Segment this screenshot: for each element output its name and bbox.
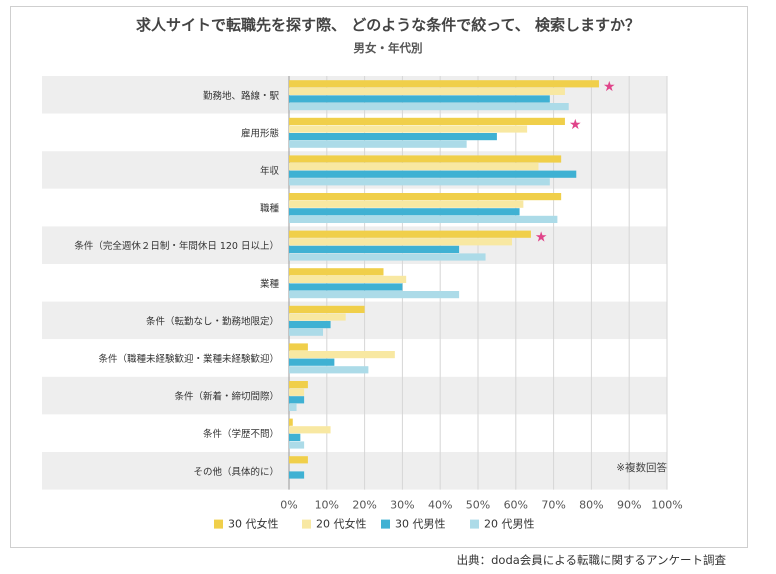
- row-band: [42, 376, 667, 415]
- bar: [289, 343, 308, 351]
- bar: [289, 366, 369, 374]
- source-note: 出典：doda会員による転職に関するアンケート調査: [456, 553, 726, 567]
- category-label: 雇用形態: [241, 127, 279, 139]
- bar: [289, 328, 324, 336]
- category-label: 条件（転勤なし・勤務地限定）: [146, 315, 279, 327]
- bar: [289, 305, 365, 313]
- bar: [289, 471, 305, 479]
- bar: [289, 80, 599, 88]
- chart-title: 求人サイトで転職先を探す際、 どのような条件で絞って、 検索しますか？: [136, 16, 640, 34]
- category-label: 職種: [260, 204, 280, 215]
- bar: [289, 200, 524, 208]
- bar: [289, 95, 550, 103]
- category-label: 条件（新着・締切間際）: [174, 391, 279, 403]
- star-icon: ★: [603, 79, 616, 95]
- category-label: 業種: [260, 278, 280, 290]
- bar: [289, 418, 293, 426]
- bar: [289, 291, 460, 299]
- bar: [289, 456, 308, 464]
- legend-label: 20 代女性: [316, 517, 367, 531]
- x-tick-label: 100%: [651, 499, 682, 512]
- legend-label: 30 代男性: [395, 517, 446, 531]
- bar: [289, 433, 301, 441]
- bar: [289, 313, 346, 321]
- bar: [289, 245, 460, 253]
- chart-subtitle: 男女・年代別: [353, 41, 423, 55]
- star-icon: ★: [569, 117, 582, 133]
- bar: [289, 321, 331, 329]
- x-tick-label: 80%: [579, 499, 603, 512]
- x-tick-label: 50%: [466, 499, 490, 512]
- bar: [289, 170, 577, 178]
- bars: [289, 80, 599, 479]
- bar: [289, 103, 569, 111]
- legend-label: 20 代男性: [484, 517, 535, 531]
- bar: [289, 178, 550, 186]
- legend: 30 代女性 20 代女性 30 代男性 20 代男性: [214, 517, 535, 531]
- bar: [289, 133, 497, 141]
- legend-label: 30 代女性: [228, 517, 279, 531]
- row-band: [42, 452, 667, 490]
- bar: [289, 193, 562, 201]
- category-label: 年収: [260, 165, 280, 177]
- bar: [289, 238, 513, 246]
- category-label: 勤務地、路線・駅: [203, 90, 280, 102]
- x-tick-label: 0%: [280, 499, 297, 512]
- x-tick-label: 60%: [504, 499, 528, 512]
- bar: [289, 283, 403, 291]
- category-label: 条件（学歴不問）: [203, 428, 279, 440]
- category-label: 条件（完全週休２日制・年間休日 120 日以上）: [74, 240, 279, 252]
- bar: [289, 208, 520, 216]
- legend-swatch: [470, 519, 479, 529]
- x-tick-label: 70%: [541, 499, 565, 512]
- row-band: [42, 414, 667, 452]
- category-label: 条件（職種未経験歓迎・業種未経験歓迎）: [98, 353, 279, 365]
- x-tick-labels: 0% 10% 20% 30% 40% 50% 60% 70% 80% 90% 100%: [280, 499, 682, 512]
- bar: [289, 275, 407, 283]
- x-tick-label: 30%: [390, 499, 414, 512]
- star-icon: ★: [535, 230, 548, 246]
- bar: [289, 381, 308, 389]
- note-label: ※複数回答: [616, 461, 667, 474]
- bar: [289, 155, 562, 163]
- bar: [289, 253, 486, 261]
- x-tick-label: 40%: [428, 499, 452, 512]
- x-tick-label: 10%: [315, 499, 339, 512]
- bar: [289, 125, 528, 133]
- legend-swatch: [302, 519, 311, 529]
- x-tick-label: 20%: [352, 499, 376, 512]
- bar: [289, 441, 305, 449]
- bar: [289, 396, 305, 404]
- bar: [289, 388, 305, 396]
- bar: [289, 403, 297, 411]
- bar: [289, 117, 565, 125]
- legend-swatch: [214, 519, 223, 529]
- bar: [289, 230, 531, 238]
- bar: [289, 426, 331, 434]
- bar: [289, 268, 384, 276]
- category-label: その他（具体的に）: [193, 466, 279, 478]
- x-tick-label: 90%: [617, 499, 641, 512]
- bar: [289, 351, 395, 359]
- bar: [289, 163, 539, 171]
- bar: [289, 140, 467, 148]
- highlight-stars: ★ ★ ★: [535, 79, 616, 245]
- bar: [289, 87, 565, 95]
- bar: [289, 215, 558, 223]
- legend-swatch: [381, 519, 390, 529]
- bar: [289, 358, 335, 366]
